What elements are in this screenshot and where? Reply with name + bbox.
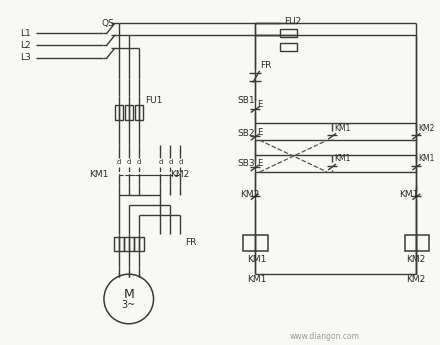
Text: L1: L1 — [20, 29, 30, 38]
Text: FU1: FU1 — [146, 96, 163, 105]
Bar — [404, 236, 429, 252]
Bar — [115, 105, 123, 120]
Text: KM1: KM1 — [418, 154, 435, 162]
Bar — [114, 237, 124, 252]
Bar — [134, 237, 143, 252]
Text: E: E — [257, 100, 262, 109]
Text: KM1: KM1 — [334, 154, 350, 162]
Bar — [243, 236, 268, 252]
Text: KM2: KM2 — [170, 170, 190, 179]
Text: d: d — [136, 159, 141, 165]
Text: KM1: KM1 — [247, 275, 266, 284]
Text: FU2: FU2 — [285, 17, 302, 26]
Text: KM1: KM1 — [400, 190, 419, 199]
Text: KM1: KM1 — [334, 124, 350, 133]
Bar — [125, 105, 133, 120]
Text: KM2: KM2 — [418, 124, 435, 133]
Text: QS: QS — [102, 19, 115, 28]
Text: d: d — [127, 159, 131, 165]
Text: FR: FR — [260, 61, 271, 70]
Text: E: E — [257, 159, 262, 168]
Text: d: d — [117, 159, 121, 165]
Bar — [135, 105, 143, 120]
Bar — [279, 29, 297, 37]
Text: d: d — [158, 159, 163, 165]
Text: FR: FR — [185, 238, 197, 247]
Text: L2: L2 — [20, 40, 30, 50]
Text: www.diangon.com: www.diangon.com — [290, 332, 359, 341]
Bar — [279, 43, 297, 51]
Text: M: M — [123, 287, 134, 300]
Text: SB1: SB1 — [238, 96, 256, 105]
Text: KM2: KM2 — [407, 255, 426, 264]
Text: KM1: KM1 — [89, 170, 108, 179]
Text: SB2: SB2 — [238, 129, 255, 138]
Text: E: E — [257, 128, 262, 137]
Text: KM1: KM1 — [247, 255, 266, 264]
Bar — [124, 237, 134, 252]
Text: 3~: 3~ — [121, 300, 136, 310]
Text: KM2: KM2 — [240, 190, 259, 199]
Text: d: d — [168, 159, 172, 165]
Text: SB3: SB3 — [238, 159, 256, 168]
Text: L3: L3 — [20, 53, 30, 62]
Text: KM2: KM2 — [407, 275, 426, 284]
Text: d: d — [178, 159, 183, 165]
